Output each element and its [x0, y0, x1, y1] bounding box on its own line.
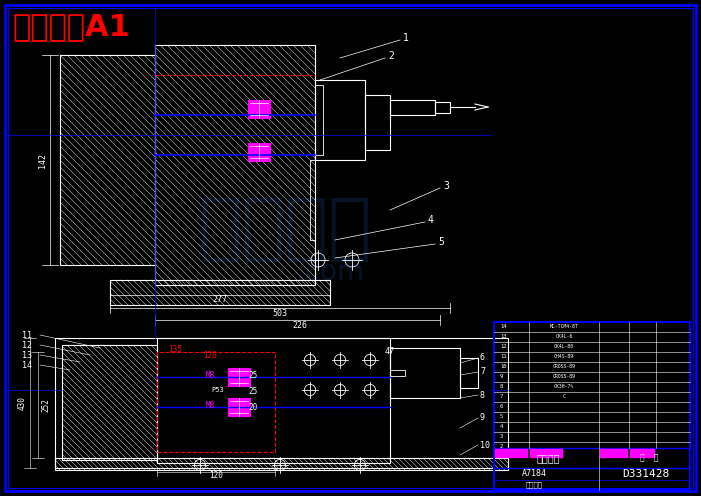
Text: 11: 11: [500, 355, 507, 360]
Text: 设计: 设计: [541, 448, 550, 457]
Text: 9: 9: [480, 414, 485, 423]
Bar: [157, 338, 390, 463]
Text: 12: 12: [22, 340, 32, 350]
Text: D331428: D331428: [622, 469, 669, 479]
Text: 8: 8: [500, 384, 503, 389]
Text: 25: 25: [248, 387, 258, 396]
Text: 20: 20: [248, 404, 258, 413]
Text: 2: 2: [500, 444, 503, 449]
Bar: [155, 45, 315, 285]
Text: 1: 1: [403, 33, 409, 43]
Text: P53: P53: [212, 387, 224, 393]
Text: 校对: 校对: [609, 448, 618, 457]
Text: 13: 13: [22, 351, 32, 360]
Text: CROSS-89: CROSS-89: [552, 374, 576, 379]
Bar: [310, 160, 315, 240]
Text: 月  责: 月 责: [640, 453, 658, 462]
Text: CK4L-6: CK4L-6: [555, 334, 573, 339]
Text: 226: 226: [292, 321, 308, 330]
Bar: [495, 449, 528, 458]
Text: 47: 47: [385, 348, 395, 357]
Bar: [315, 80, 365, 160]
Bar: [228, 398, 250, 416]
Bar: [530, 449, 563, 458]
Text: 6: 6: [500, 405, 503, 410]
Text: 430: 430: [18, 396, 27, 410]
Text: 10: 10: [500, 365, 507, 370]
Text: 7: 7: [480, 368, 485, 376]
Bar: [228, 368, 250, 386]
Text: A7184: A7184: [522, 470, 547, 479]
Text: 120: 120: [209, 472, 223, 481]
Bar: [110, 280, 330, 305]
Text: 11: 11: [22, 330, 32, 339]
Text: M8: M8: [205, 371, 215, 379]
Text: 人大文库: 人大文库: [526, 482, 543, 488]
Text: 12: 12: [500, 345, 507, 350]
Bar: [435, 102, 450, 113]
Text: 128: 128: [203, 351, 217, 360]
Text: 7: 7: [500, 394, 503, 399]
Bar: [315, 85, 323, 155]
Bar: [60, 55, 155, 265]
Text: 8: 8: [480, 390, 485, 399]
Text: CH4S-89: CH4S-89: [554, 355, 574, 360]
Text: 14: 14: [500, 324, 507, 329]
Bar: [460, 358, 478, 388]
Text: M8: M8: [205, 400, 215, 410]
Text: 夹具总图: 夹具总图: [536, 453, 560, 463]
Text: CK3H-7%: CK3H-7%: [554, 384, 574, 389]
Text: 2: 2: [388, 51, 394, 61]
Text: 夹具总图A1: 夹具总图A1: [12, 12, 130, 41]
Bar: [55, 458, 508, 470]
Text: ML-TCM4-8T: ML-TCM4-8T: [550, 324, 578, 329]
Text: 9: 9: [500, 374, 503, 379]
Text: 6: 6: [480, 354, 485, 363]
Text: 13: 13: [500, 334, 507, 339]
Text: 503: 503: [273, 310, 287, 318]
Text: 作图: 作图: [506, 448, 516, 457]
Bar: [248, 143, 270, 161]
Text: 252: 252: [41, 398, 50, 412]
Text: 5: 5: [438, 237, 444, 247]
Text: C: C: [563, 394, 566, 399]
Bar: [62, 345, 157, 460]
Text: 3: 3: [500, 434, 503, 439]
Text: 审核: 审核: [637, 448, 646, 457]
Text: 3: 3: [443, 181, 449, 191]
Text: CK4L-80: CK4L-80: [554, 345, 574, 350]
Text: .com: .com: [296, 258, 364, 286]
Bar: [390, 348, 460, 398]
Text: 14: 14: [22, 361, 32, 370]
Bar: [630, 449, 655, 458]
Bar: [390, 100, 435, 115]
Bar: [157, 352, 275, 452]
Bar: [55, 338, 508, 468]
Text: 135: 135: [168, 346, 182, 355]
Text: CROSS-89: CROSS-89: [552, 365, 576, 370]
Text: 25: 25: [248, 371, 258, 379]
Text: 277: 277: [212, 296, 228, 305]
Bar: [600, 449, 628, 458]
Text: 人大文库: 人大文库: [198, 195, 372, 264]
Text: 4: 4: [500, 425, 503, 430]
Bar: [390, 370, 405, 376]
Text: 5: 5: [500, 415, 503, 420]
Bar: [248, 100, 270, 118]
Text: 4: 4: [428, 215, 434, 225]
Bar: [365, 95, 390, 150]
Text: 142: 142: [37, 152, 46, 168]
Bar: [494, 322, 690, 490]
Text: 10: 10: [480, 440, 490, 449]
